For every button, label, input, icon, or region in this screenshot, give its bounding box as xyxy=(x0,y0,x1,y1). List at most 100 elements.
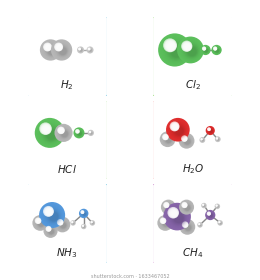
Circle shape xyxy=(47,227,51,231)
Circle shape xyxy=(215,48,219,53)
Circle shape xyxy=(90,132,92,134)
Circle shape xyxy=(88,48,92,52)
Circle shape xyxy=(202,46,209,54)
Circle shape xyxy=(216,205,219,208)
Circle shape xyxy=(81,211,84,214)
Circle shape xyxy=(61,130,68,137)
Circle shape xyxy=(48,228,54,234)
Circle shape xyxy=(204,48,205,50)
Circle shape xyxy=(89,131,91,133)
Circle shape xyxy=(57,127,65,134)
Circle shape xyxy=(81,224,87,229)
Circle shape xyxy=(170,45,174,49)
Circle shape xyxy=(216,205,219,208)
Circle shape xyxy=(207,212,214,219)
Circle shape xyxy=(216,205,219,208)
Circle shape xyxy=(219,222,220,223)
Circle shape xyxy=(88,48,90,50)
Circle shape xyxy=(38,221,40,223)
Circle shape xyxy=(209,129,213,133)
Circle shape xyxy=(203,204,205,207)
Circle shape xyxy=(199,224,202,227)
Circle shape xyxy=(89,131,91,133)
Circle shape xyxy=(82,225,84,227)
Circle shape xyxy=(57,46,62,50)
Circle shape xyxy=(83,226,85,228)
Circle shape xyxy=(161,218,166,224)
Circle shape xyxy=(203,205,205,207)
Circle shape xyxy=(216,138,218,139)
Circle shape xyxy=(89,48,90,50)
Circle shape xyxy=(82,211,87,216)
Circle shape xyxy=(82,225,84,227)
Circle shape xyxy=(208,128,213,134)
Circle shape xyxy=(214,48,217,50)
Circle shape xyxy=(214,47,220,53)
Circle shape xyxy=(72,222,73,223)
Circle shape xyxy=(165,204,168,207)
Circle shape xyxy=(58,127,64,134)
Circle shape xyxy=(162,134,174,145)
Circle shape xyxy=(76,130,79,133)
Circle shape xyxy=(91,222,94,225)
Circle shape xyxy=(37,219,45,228)
Circle shape xyxy=(81,211,87,217)
Circle shape xyxy=(55,44,62,51)
Circle shape xyxy=(36,219,45,228)
Circle shape xyxy=(201,139,204,142)
Circle shape xyxy=(46,129,57,140)
Circle shape xyxy=(89,131,91,133)
Circle shape xyxy=(47,46,57,56)
Circle shape xyxy=(201,138,204,142)
Circle shape xyxy=(90,221,93,223)
Circle shape xyxy=(199,223,202,227)
Circle shape xyxy=(179,200,194,215)
Circle shape xyxy=(48,228,50,231)
Circle shape xyxy=(46,226,51,232)
Circle shape xyxy=(88,48,90,50)
Circle shape xyxy=(163,221,165,223)
Circle shape xyxy=(45,208,61,224)
Circle shape xyxy=(41,124,60,144)
Circle shape xyxy=(181,136,193,147)
Circle shape xyxy=(205,210,215,220)
Circle shape xyxy=(163,135,168,140)
Circle shape xyxy=(48,211,51,214)
Circle shape xyxy=(47,228,55,235)
Circle shape xyxy=(60,222,67,228)
Circle shape xyxy=(60,223,66,228)
Circle shape xyxy=(76,130,79,133)
Circle shape xyxy=(79,48,83,52)
Circle shape xyxy=(165,137,167,139)
Circle shape xyxy=(165,40,176,52)
Circle shape xyxy=(172,124,185,137)
Circle shape xyxy=(163,38,177,52)
Circle shape xyxy=(201,138,203,140)
Circle shape xyxy=(47,210,60,222)
Circle shape xyxy=(47,46,56,55)
Circle shape xyxy=(200,138,205,142)
Circle shape xyxy=(83,226,85,228)
Circle shape xyxy=(32,215,48,231)
Circle shape xyxy=(79,48,83,52)
Circle shape xyxy=(77,131,79,133)
Circle shape xyxy=(174,126,184,136)
Circle shape xyxy=(81,211,84,214)
Circle shape xyxy=(216,204,218,207)
Circle shape xyxy=(81,211,84,214)
Circle shape xyxy=(61,131,68,137)
Circle shape xyxy=(184,43,199,59)
Circle shape xyxy=(35,218,41,224)
Circle shape xyxy=(216,205,217,206)
Circle shape xyxy=(71,221,73,223)
Circle shape xyxy=(78,48,83,53)
Circle shape xyxy=(207,211,211,216)
Circle shape xyxy=(204,48,209,53)
Circle shape xyxy=(44,43,52,51)
Circle shape xyxy=(211,45,222,55)
Circle shape xyxy=(170,122,187,139)
Circle shape xyxy=(209,214,210,215)
Circle shape xyxy=(55,44,69,57)
Circle shape xyxy=(72,221,75,225)
Circle shape xyxy=(168,44,184,59)
